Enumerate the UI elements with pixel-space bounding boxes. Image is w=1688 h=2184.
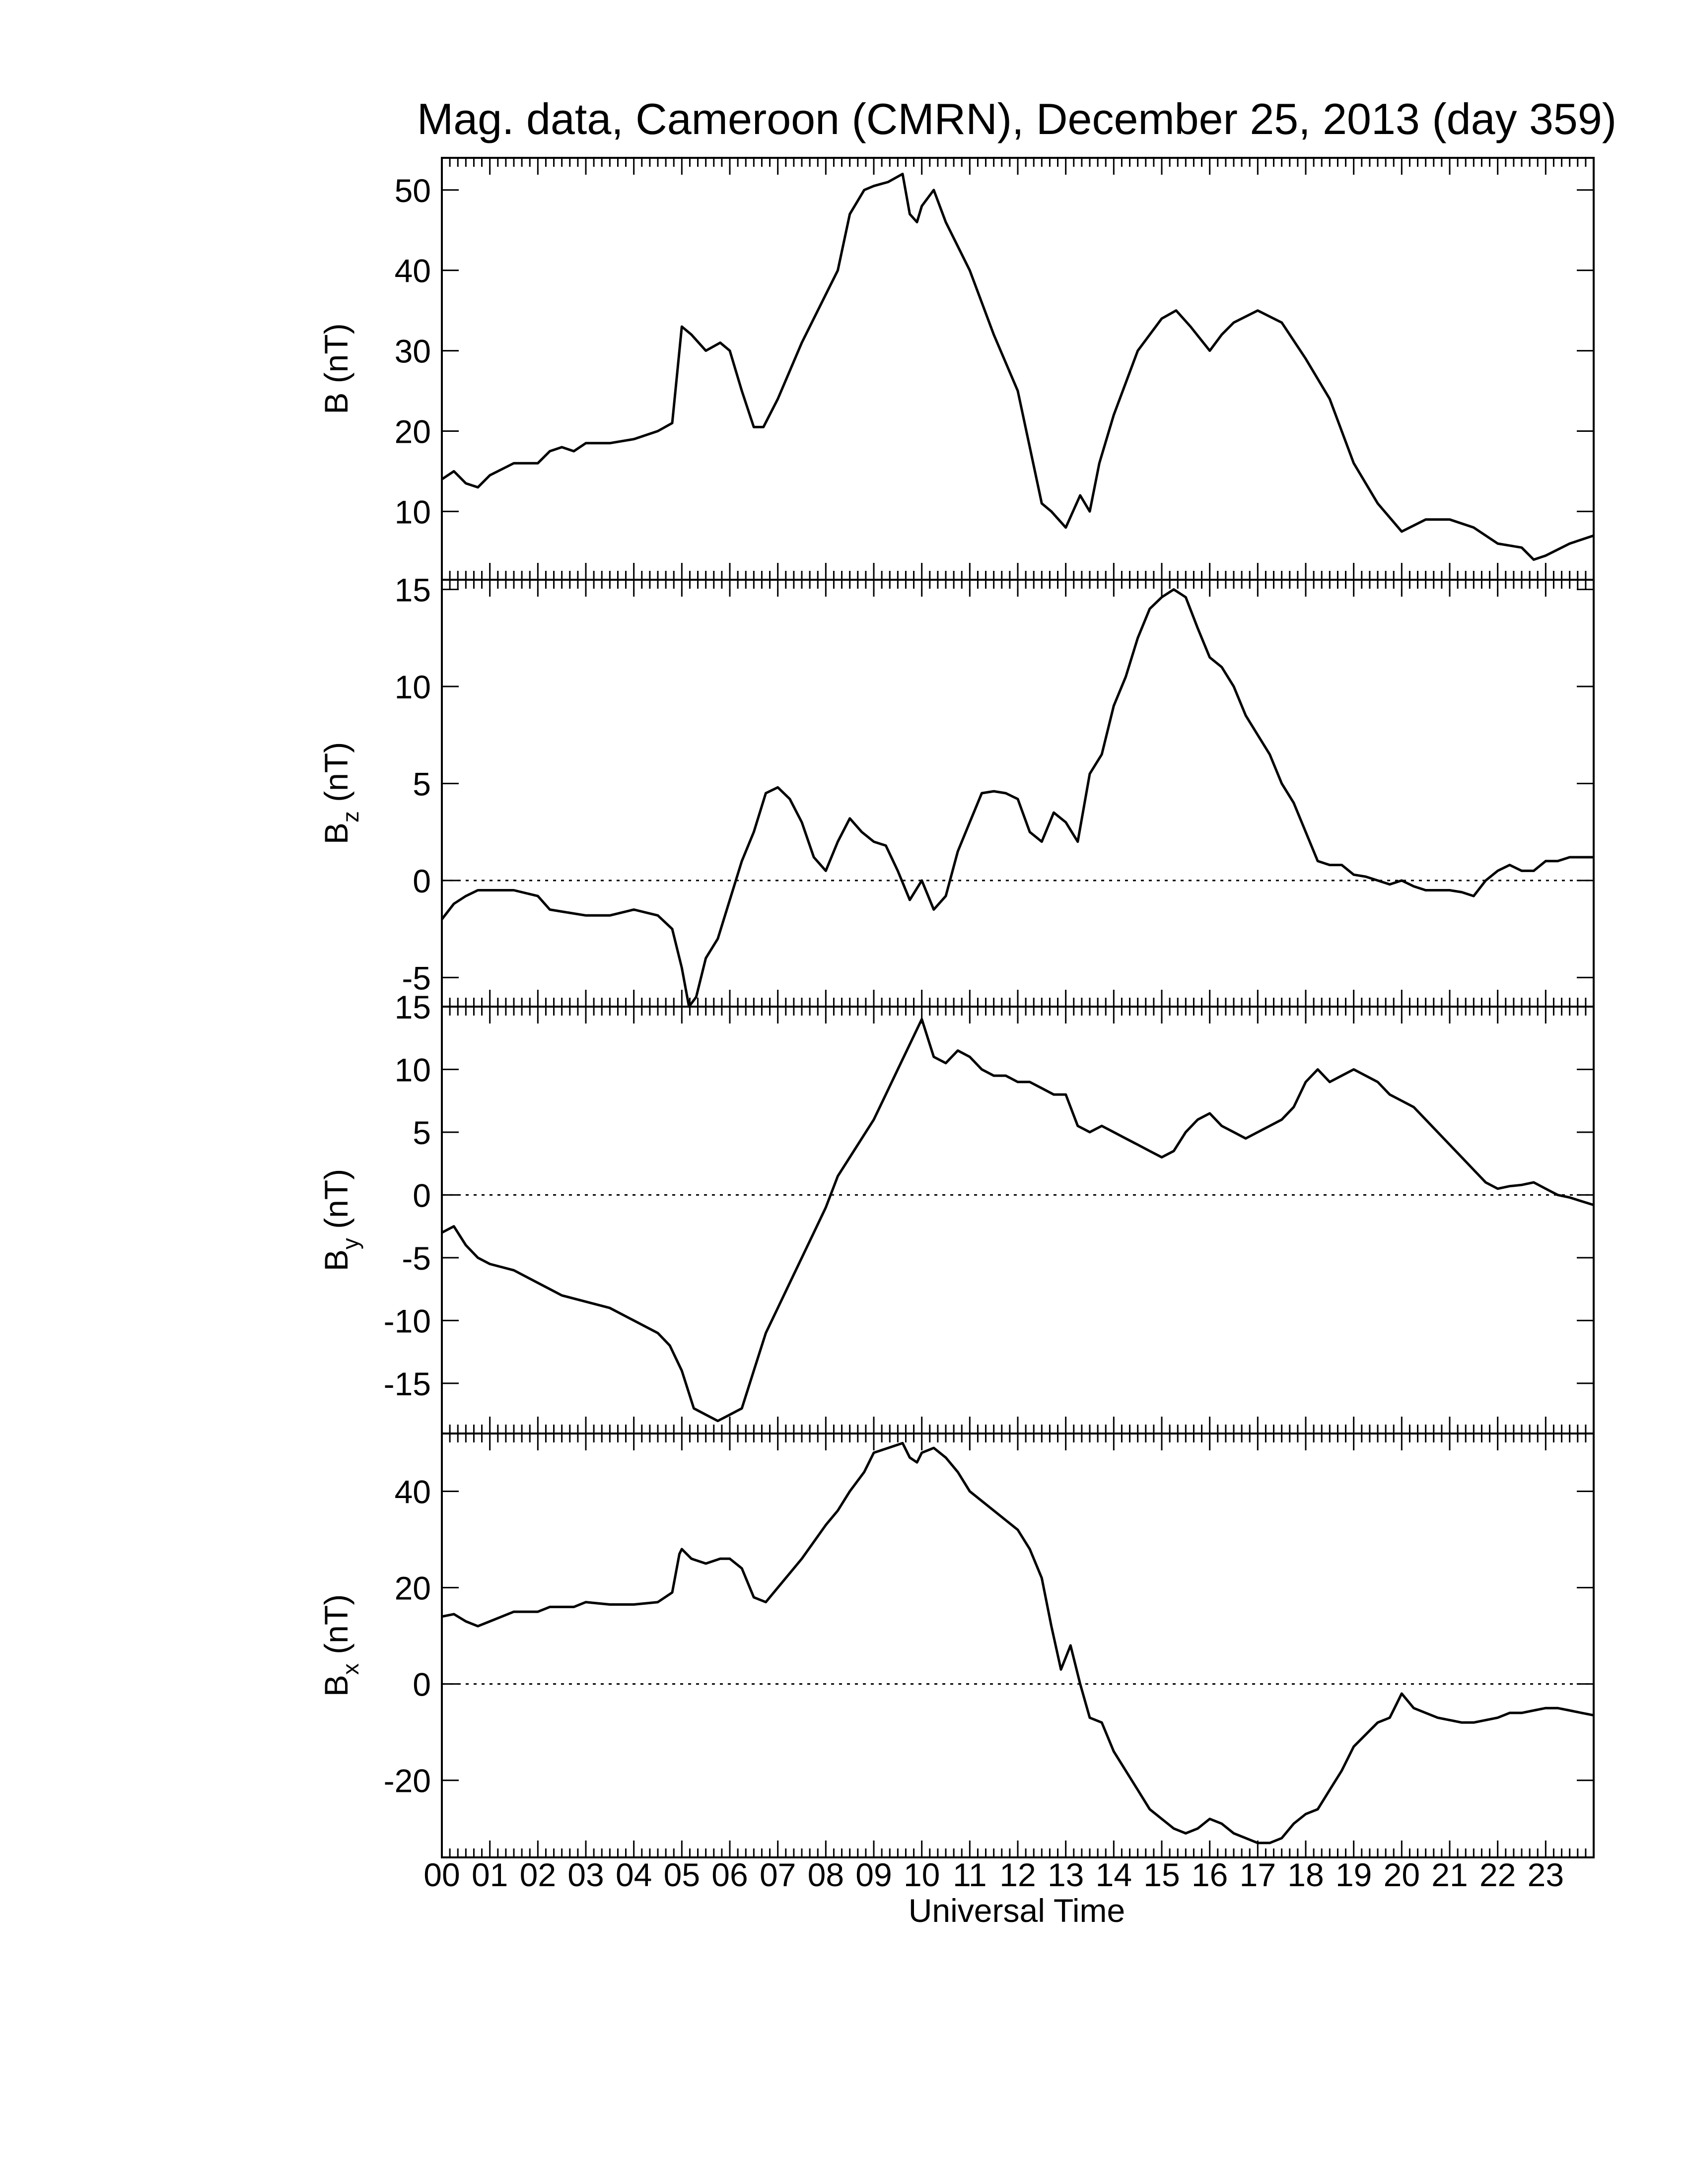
y-axis-label: B (nT): [318, 323, 354, 414]
y-tick-label: -5: [402, 959, 431, 996]
y-tick-label: -10: [384, 1302, 431, 1339]
y-tick-label: 10: [395, 669, 431, 705]
y-tick-label: 40: [395, 1473, 431, 1510]
panel-frame: [441, 157, 1595, 581]
y-tick-label: -15: [384, 1365, 431, 1402]
x-tick-label: 16: [1192, 1856, 1228, 1893]
y-tick-label: 20: [395, 1570, 431, 1607]
x-tick-label: 18: [1287, 1856, 1324, 1893]
y-tick-label: 10: [395, 1051, 431, 1088]
x-tick-label: 11: [953, 1856, 987, 1893]
y-axis-label: Bx (nT): [318, 1594, 363, 1697]
y-tick-label: 0: [413, 1177, 431, 1214]
x-axis-label: Universal Time: [909, 1892, 1125, 1929]
panel-1: -5 0 5 10 15 Bz (nT): [318, 572, 1595, 1008]
y-axis-label: By (nT): [318, 1169, 363, 1271]
x-tick-label: 22: [1479, 1856, 1516, 1893]
x-tick-label: 04: [616, 1856, 652, 1893]
x-tick-label: 03: [567, 1856, 604, 1893]
x-tick-label: 00: [423, 1856, 460, 1893]
x-tick-label: 01: [472, 1856, 508, 1893]
x-tick-label: 07: [760, 1856, 796, 1893]
x-tick-label: 19: [1336, 1856, 1372, 1893]
chart-title: Mag. data, Cameroon (CMRN), December 25,…: [417, 94, 1617, 143]
series-line-0: [441, 172, 1594, 561]
x-tick-label: 02: [520, 1856, 556, 1893]
y-tick-label: 0: [413, 863, 431, 899]
y-tick-label: 40: [395, 253, 431, 289]
panel-2: -15 -10 -5 0 5 10 15 By (nT): [318, 989, 1595, 1434]
y-tick-label: -20: [384, 1763, 431, 1799]
y-tick-label: -5: [402, 1240, 431, 1277]
series-line-0: [441, 1441, 1594, 1844]
x-tick-label: 15: [1143, 1856, 1180, 1893]
x-tick-label: 13: [1048, 1856, 1084, 1893]
x-tick-labels: 00 01 02 03 04 05 06 07 08 09 10 11 12 13 14 15 16 17 18 19…: [423, 1856, 1564, 1893]
x-tick-label: 08: [808, 1856, 844, 1893]
y-tick-label: 0: [413, 1666, 431, 1703]
x-tick-label: 23: [1528, 1856, 1564, 1893]
y-tick-label: 20: [395, 413, 431, 450]
panel-frame: [441, 1433, 1595, 1858]
y-tick-label: 15: [395, 572, 431, 609]
x-tick-label: 12: [999, 1856, 1036, 1893]
y-tick-label: 10: [395, 493, 431, 530]
y-tick-label: 30: [395, 333, 431, 370]
x-tick-label: 10: [904, 1856, 940, 1893]
series-line-0: [441, 588, 1594, 1008]
x-tick-label: 21: [1431, 1856, 1468, 1893]
panel-frame: [441, 579, 1595, 1008]
y-tick-label: 50: [395, 172, 431, 209]
x-tick-label: 09: [855, 1856, 892, 1893]
y-axis-label: Bz (nT): [318, 742, 363, 844]
y-tick-label: 5: [413, 765, 431, 802]
y-tick-label: 15: [395, 989, 431, 1025]
panel-3: -20 0 20 40 Bx (nT): [318, 1433, 1595, 1858]
panel-frame: [441, 1006, 1595, 1434]
series-line-0: [441, 1018, 1594, 1423]
x-tick-label: 05: [664, 1856, 700, 1893]
x-tick-label: 20: [1384, 1856, 1420, 1893]
x-tick-label: 06: [711, 1856, 748, 1893]
y-tick-label: 5: [413, 1114, 431, 1151]
x-tick-label: 17: [1240, 1856, 1276, 1893]
panel-0: 10 20 30 40 50 B (nT): [318, 157, 1595, 581]
x-tick-label: 14: [1096, 1856, 1132, 1893]
